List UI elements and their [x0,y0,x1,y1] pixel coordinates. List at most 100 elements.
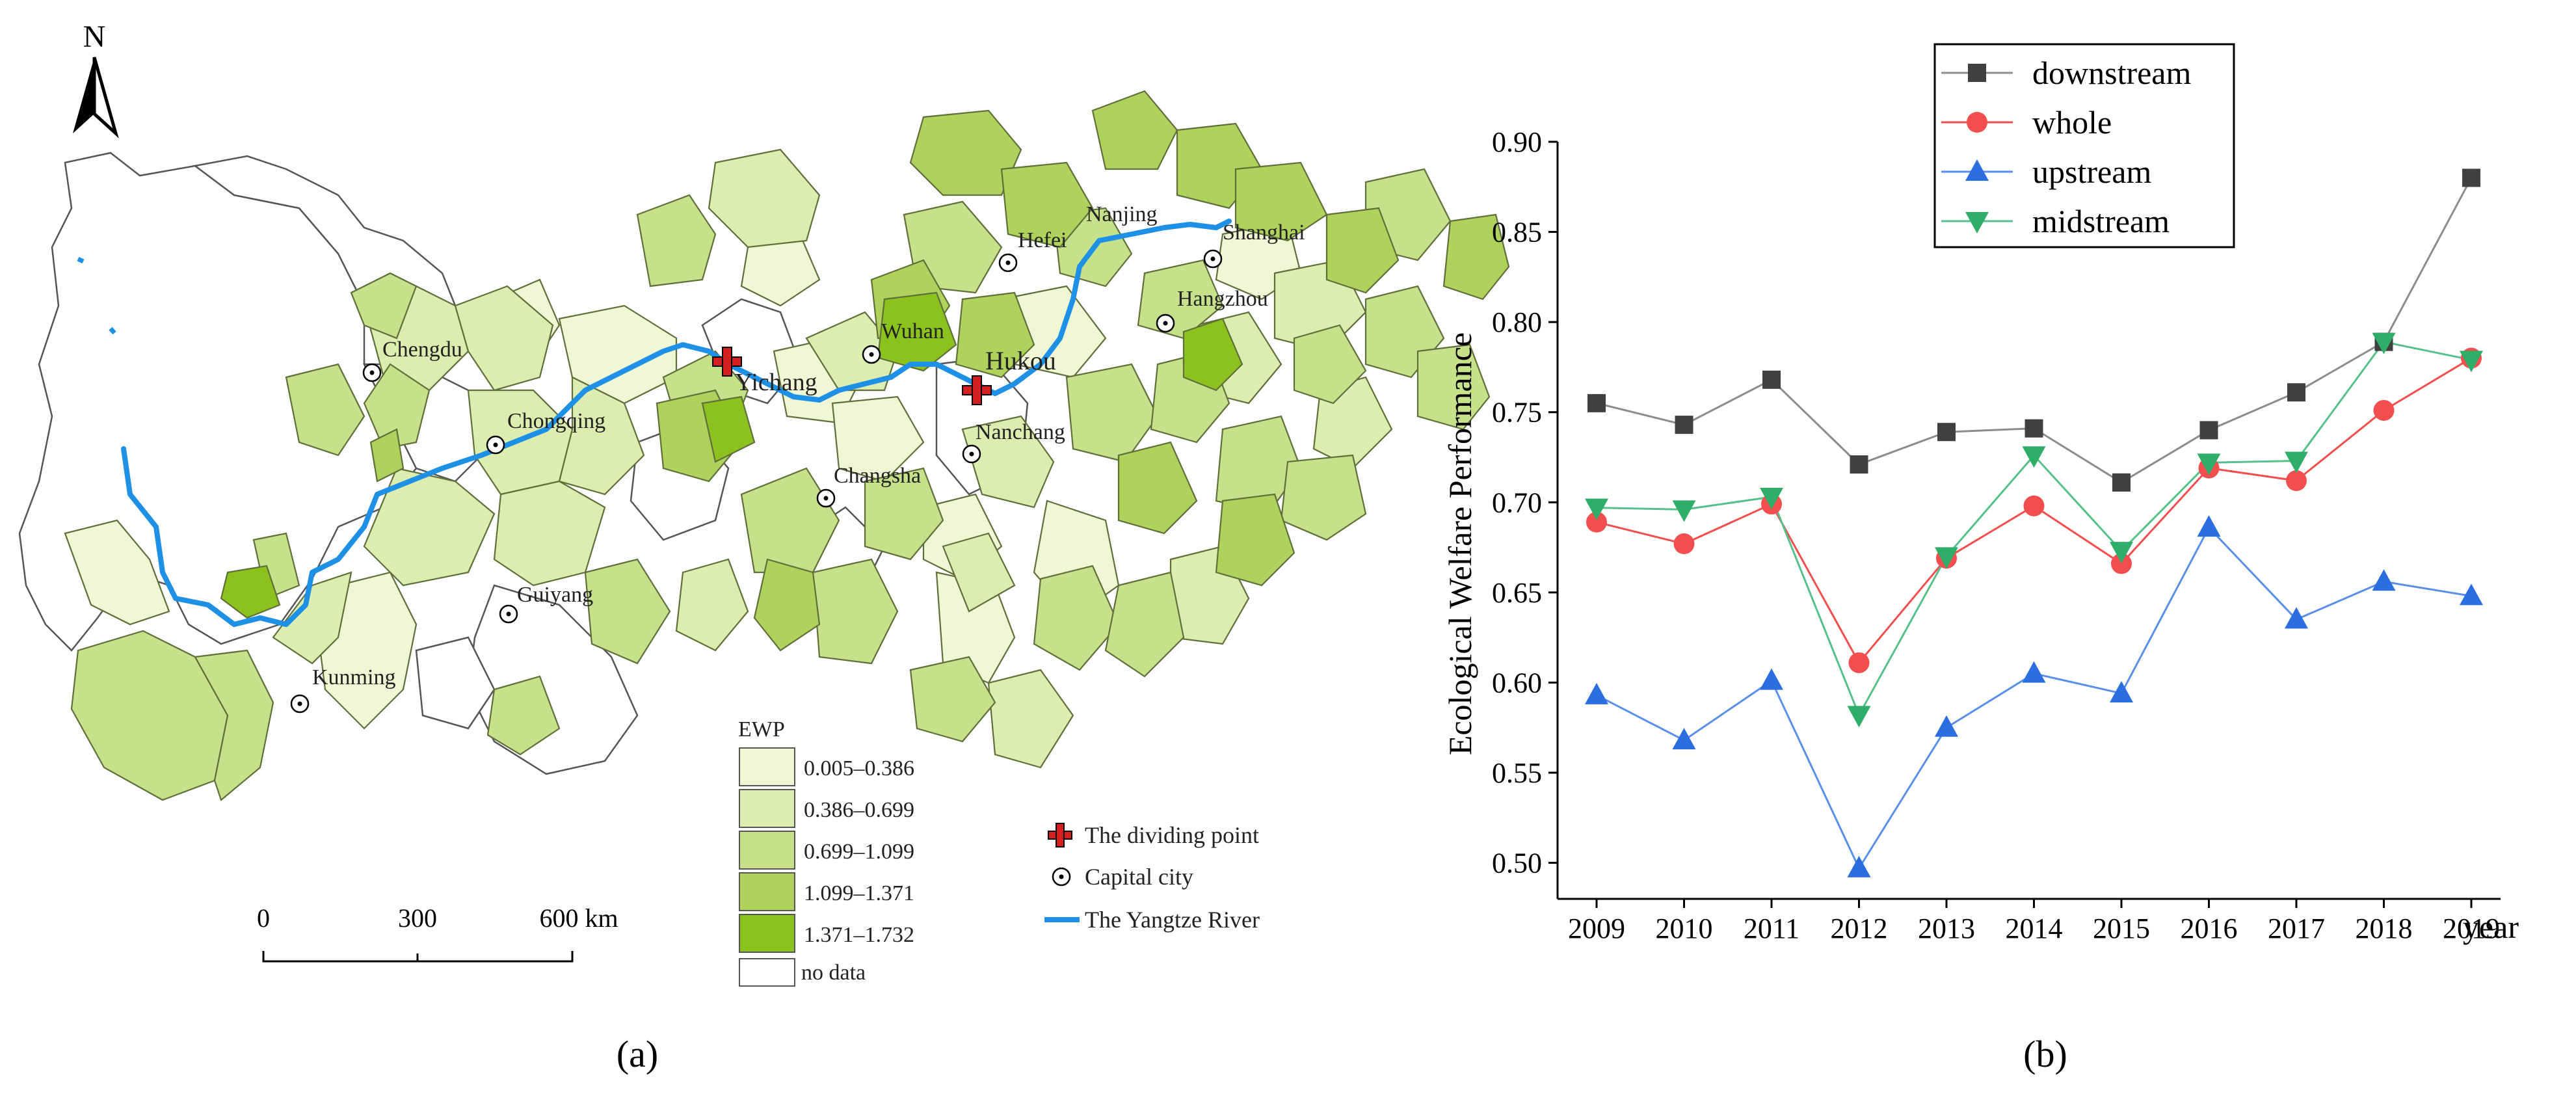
data-point-upstream-2017 [2285,607,2308,629]
city-label-hefei: Hefei [1018,228,1067,252]
chart-axes [1556,142,2501,900]
y-tick-label: 0.65 [1492,577,1542,609]
y-axis-title: Ecological Welfare Performance [1442,332,1478,755]
data-point-upstream-2014 [2022,661,2046,683]
legend-label-dividing-point: The dividing point [1085,822,1259,848]
city-label-yichang: Yichang [735,369,817,396]
data-point-upstream-2010 [1672,728,1696,750]
legend-swatch-1 [739,747,795,786]
series-line-upstream [1596,526,2472,871]
ewp-legend-title: EWP [738,717,785,741]
yangtze-river-source-2 [109,327,116,335]
data-point-whole-2015 [2111,553,2132,574]
legend-label-class-5: 1.371–1.732 [804,923,914,947]
data-point-midstream-2012 [1847,706,1871,728]
data-point-whole-2017 [2286,470,2307,492]
city-label-hangzhou: Hangzhou [1177,287,1268,311]
x-tick-label: 2014 [2006,913,2063,944]
city-label-guiyang: Guiyang [517,583,593,607]
legend-swatch-2 [739,789,795,828]
data-point-upstream-2016 [2197,515,2221,537]
chart-series-markers [1585,168,2483,877]
y-tick-label: 0.60 [1492,667,1542,699]
city-label-changsha: Changsha [834,464,921,488]
panel-a-caption: (a) [617,1033,658,1075]
legend-swatch-3 [739,831,795,870]
data-point-midstream-2017 [2285,451,2308,474]
dividing-point-icon [712,347,742,377]
data-point-upstream-2012 [1847,855,1871,877]
data-point-upstream-2013 [1935,715,1958,737]
panel-a-map: N [18,20,1510,1075]
data-point-downstream-2015 [2112,473,2131,492]
x-tick-label: 2013 [1918,913,1975,944]
legend-label-upstream: upstream [2032,153,2151,190]
y-tick-label: 0.55 [1492,757,1542,789]
legend-label-class-4: 1.099–1.371 [804,881,914,905]
legend-label-midstream: midstream [2032,203,2170,239]
legend-label-downstream: downstream [2032,55,2191,91]
city-label-hukou: Hukou [985,346,1056,375]
data-point-midstream-2018 [2372,332,2396,354]
legend-label-river: The Yangtze River [1085,907,1260,933]
x-tick-label: 2015 [2093,913,2150,944]
chart-tick-labels: 0.50 0.55 0.60 0.65 0.70 0.75 0.80 0.85 0.90 2009… [1492,126,2500,944]
legend-swatch-no-data [739,958,795,987]
yangtze-river [121,219,1232,627]
dividing-point-icon [962,375,992,405]
legend-marker-upstream [1965,159,1989,181]
legend-swatch-5 [739,914,795,953]
data-point-downstream-2019 [2462,168,2480,187]
data-point-upstream-2018 [2372,569,2396,591]
y-tick-label: 0.80 [1492,306,1542,338]
data-point-midstream-2010 [1672,500,1696,522]
x-tick-label: 2019 [2443,913,2500,944]
x-tick-label: 2011 [1744,913,1799,944]
city-label-nanchang: Nanchang [976,420,1065,444]
data-point-downstream-2012 [1850,455,1868,474]
scale-bar [262,951,574,963]
data-point-downstream-2010 [1675,416,1693,434]
data-point-midstream-2014 [2022,446,2046,468]
data-point-whole-2012 [1848,652,1870,673]
data-point-upstream-2009 [1585,682,1608,704]
north-arrow-icon [73,57,119,139]
x-tick-label: 2012 [1831,913,1888,944]
chart-legend: downstream whole upstream midstream [1933,43,2235,248]
city-label-shanghai: Shanghai [1223,220,1305,245]
north-label: N [83,20,106,54]
city-label-nanjing: Nanjing [1086,202,1158,226]
x-axis-title: year [2463,909,2519,945]
chart-series-lines [1596,177,2473,871]
legend-label-capital-city: Capital city [1085,864,1193,890]
data-point-whole-2018 [2373,399,2395,421]
data-point-midstream-2016 [2197,453,2221,475]
legend-label-whole: whole [2032,104,2112,140]
legend-label-no-data: no data [801,961,866,985]
x-tick-label: 2017 [2268,913,2325,944]
y-tick-label: 0.70 [1492,487,1542,518]
data-point-downstream-2016 [2199,421,2218,440]
y-tick-label: 0.75 [1492,397,1542,429]
data-point-whole-2010 [1673,533,1695,555]
legend-label-class-3: 0.699–1.099 [804,840,914,864]
data-point-downstream-2013 [1937,423,1956,442]
data-point-whole-2009 [1586,511,1607,533]
data-point-midstream-2009 [1585,498,1608,520]
y-tick-label: 0.50 [1492,847,1542,879]
data-point-upstream-2015 [2110,681,2133,703]
data-point-downstream-2009 [1587,394,1606,412]
data-point-downstream-2014 [2025,419,2043,438]
data-point-midstream-2011 [1760,487,1783,509]
data-point-whole-2014 [2023,495,2045,516]
scale-tick-600: 600 km [539,903,618,933]
legend-swatch-4 [739,872,795,911]
x-tick-label: 2010 [1656,913,1713,944]
x-tick-label: 2016 [2181,913,2238,944]
city-label-chengdu: Chengdu [382,338,462,362]
x-tick-label: 2009 [1568,913,1625,944]
panel-b-caption: (b) [2023,1033,2067,1075]
legend-label-class-2: 0.386–0.699 [804,798,914,822]
data-point-downstream-2017 [2287,383,2305,402]
